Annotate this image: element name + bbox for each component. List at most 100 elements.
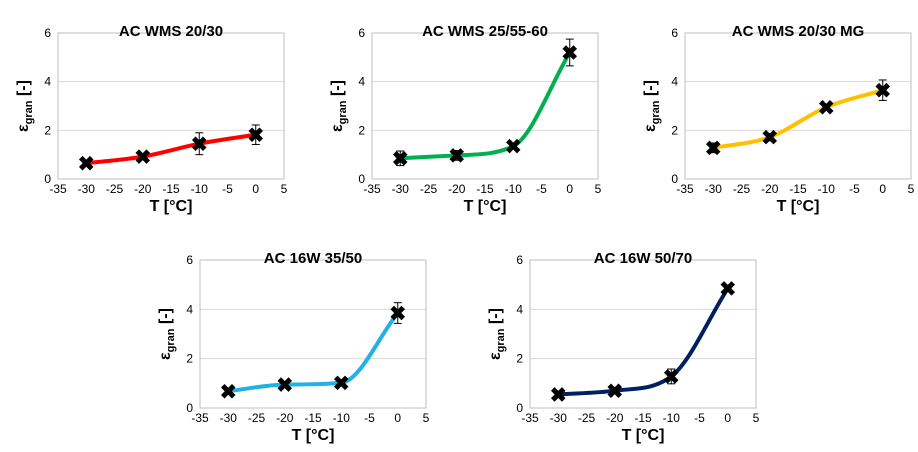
y-axis-label-subscript: gran: [337, 100, 349, 124]
chart-title: AC 16W 50/70: [594, 250, 692, 267]
x-tick-label: 0: [566, 182, 573, 196]
marker-stroke: [135, 149, 151, 164]
x-tick-label: -25: [578, 411, 596, 425]
marker-stroke: [248, 127, 264, 142]
data-point-marker: [191, 136, 207, 151]
y-axis-label-subscript: gran: [650, 100, 662, 124]
y-axis-label-unit: [-]: [157, 308, 174, 328]
y-tick-label: 0: [516, 401, 523, 415]
data-point-marker: [562, 45, 578, 60]
x-tick-label: -35: [521, 411, 539, 425]
data-point-marker: [135, 149, 151, 164]
y-axis-label-unit: [-]: [15, 80, 32, 100]
x-tick-label: -35: [49, 182, 67, 196]
x-tick-label: -10: [663, 411, 681, 425]
series-line: [226, 311, 400, 394]
y-axis-label: εgran [-]: [157, 308, 177, 360]
y-axis-label-unit: [-]: [642, 80, 659, 100]
y-axis-label-subscript: gran: [165, 328, 177, 352]
y-tick-label: 6: [358, 26, 365, 40]
marker-stroke: [390, 305, 406, 321]
data-point-marker: [607, 383, 623, 399]
series-line: [556, 286, 730, 397]
chart-panel-3: 0 2 4 6 -35 -30 -25 -20 -15 -10 -5 0 5 AC WMS 20/30 M…: [642, 23, 915, 215]
plot-frame: [199, 259, 427, 409]
y-tick-label: 0: [44, 172, 51, 186]
x-tick-label: -35: [363, 182, 381, 196]
y-axis-label: εgran [-]: [329, 80, 349, 132]
y-tick-label: 6: [186, 253, 193, 267]
x-tick-label: -15: [304, 411, 322, 425]
x-tick-label: -35: [676, 182, 694, 196]
marker-stroke: [449, 148, 465, 163]
data-point-marker: [390, 305, 406, 321]
y-axis-label-symbol: ε: [642, 124, 659, 132]
marker-stroke: [762, 129, 778, 145]
x-tick-label: -10: [333, 411, 351, 425]
y-tick-label: 0: [671, 172, 678, 186]
y-axis-label-unit: [-]: [329, 80, 346, 100]
y-tick-label: 0: [186, 401, 193, 415]
marker-stroke: [818, 99, 834, 115]
plot-frame: [371, 32, 599, 180]
x-tick-label: -5: [694, 411, 705, 425]
x-tick-label: -10: [505, 182, 523, 196]
x-tick-label: -30: [705, 182, 723, 196]
data-point-marker: [449, 148, 465, 163]
marker-stroke: [220, 383, 236, 399]
x-tick-label: -5: [222, 182, 233, 196]
x-tick-label: -10: [818, 182, 836, 196]
y-tick-label: 4: [671, 75, 678, 89]
x-tick-label: -35: [191, 411, 209, 425]
marker-stroke: [333, 375, 349, 391]
x-tick-label: 0: [252, 182, 259, 196]
y-tick-label: 6: [516, 253, 523, 267]
x-tick-label: -20: [276, 411, 294, 425]
y-tick-label: 2: [516, 352, 523, 366]
data-point-marker: [705, 140, 721, 156]
data-point-marker: [392, 151, 408, 166]
y-tick-label: 2: [671, 123, 678, 137]
x-axis-label: T [°C]: [292, 427, 335, 444]
x-tick-label: -30: [550, 411, 568, 425]
x-tick-label: -15: [162, 182, 180, 196]
x-tick-label: -5: [849, 182, 860, 196]
data-point-marker: [277, 377, 293, 392]
marker-stroke: [562, 45, 578, 60]
y-tick-label: 4: [44, 75, 51, 89]
x-axis-label: T [°C]: [150, 198, 193, 215]
y-tick-label: 2: [44, 123, 51, 137]
marker-stroke: [191, 136, 207, 151]
series-line: [398, 50, 572, 161]
chart-title: AC WMS 20/30: [119, 23, 223, 40]
y-tick-label: 4: [186, 302, 193, 316]
data-point-marker: [818, 99, 834, 115]
x-tick-label: -20: [761, 182, 779, 196]
marker-stroke: [663, 369, 679, 384]
y-axis-label-symbol: ε: [487, 352, 504, 360]
marker-stroke: [705, 140, 721, 156]
data-point-marker: [875, 82, 891, 98]
x-tick-label: -20: [134, 182, 152, 196]
chart-panel-2: 0 2 4 6 -35 -30 -25 -20 -15 -10 -5 0 5 AC WMS 25/55-6…: [329, 23, 602, 215]
x-tick-label: -15: [789, 182, 807, 196]
x-tick-label: -25: [106, 182, 124, 196]
x-tick-label: 0: [724, 411, 731, 425]
data-point-marker: [505, 138, 521, 154]
marker-stroke: [875, 82, 891, 98]
plot-frame: [529, 259, 757, 409]
series-line: [711, 88, 885, 150]
chart-title: AC WMS 25/55-60: [422, 23, 548, 40]
x-tick-label: 5: [908, 182, 915, 196]
y-axis-label-symbol: ε: [157, 352, 174, 360]
x-tick-label: -20: [606, 411, 624, 425]
y-tick-label: 4: [516, 302, 523, 316]
plot-frame: [57, 32, 285, 180]
x-axis-label: T [°C]: [464, 198, 507, 215]
data-point-marker: [720, 281, 736, 296]
x-tick-label: -10: [191, 182, 209, 196]
x-tick-label: -30: [392, 182, 410, 196]
x-tick-label: -25: [248, 411, 266, 425]
marker-stroke: [607, 383, 623, 399]
marker-stroke: [78, 155, 94, 171]
